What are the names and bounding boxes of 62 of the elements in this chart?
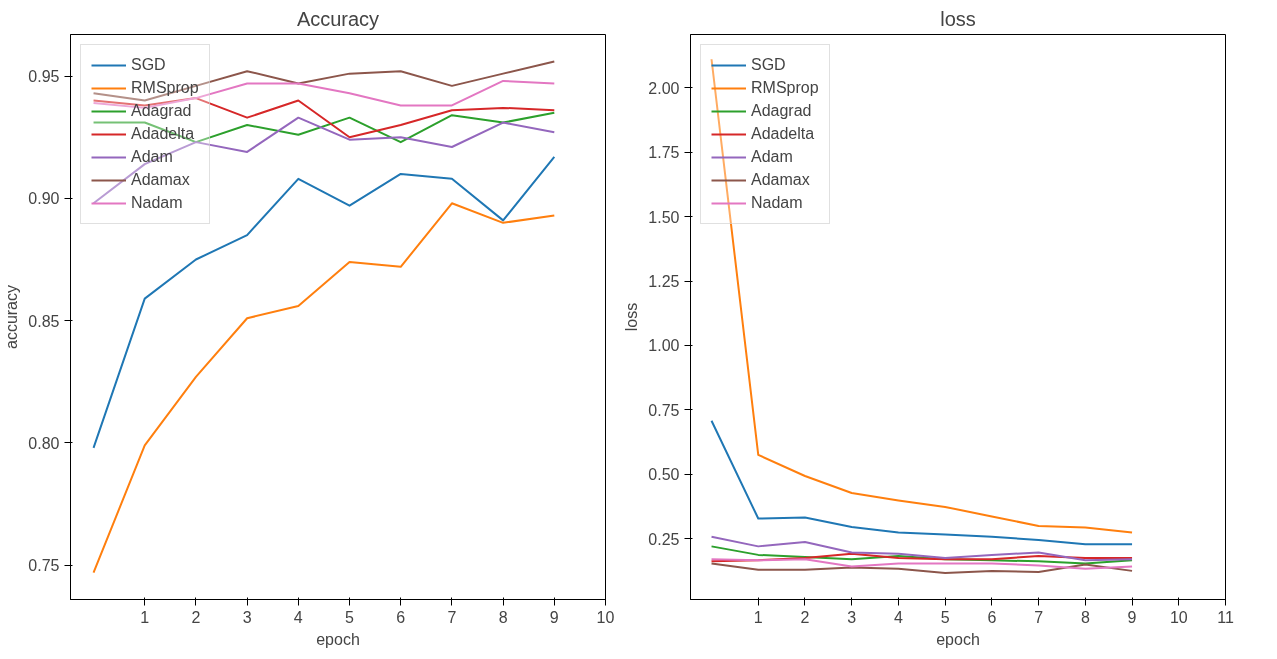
y-axis-title: accuracy	[3, 284, 21, 350]
line-series	[92, 60, 556, 102]
x-tick-label: 7	[1034, 608, 1044, 626]
legend-label: SGD	[751, 56, 786, 74]
y-tick-label: 0.80	[28, 434, 60, 452]
line-series	[710, 58, 1134, 534]
line-series	[710, 562, 1134, 574]
y-tick-label: 1.75	[648, 144, 680, 162]
x-tick-label: 5	[345, 608, 355, 626]
x-tick-label: 5	[940, 608, 950, 626]
legend-label: RMSprop	[131, 79, 199, 97]
chart-title: loss	[940, 7, 976, 30]
x-tick-label: 7	[447, 608, 457, 626]
x-tick-label: 10	[596, 608, 615, 626]
y-tick-label: 1.25	[648, 273, 680, 291]
legend-label: Adadelta	[751, 125, 815, 143]
x-tick-label: 10	[1169, 608, 1188, 626]
x-tick-label: 8	[1080, 608, 1090, 626]
x-tick-label: 1	[753, 608, 763, 626]
y-tick-label: 0.90	[28, 190, 60, 208]
x-tick-label: 3	[242, 608, 252, 626]
line-series	[710, 535, 1134, 562]
y-tick-label: 1.50	[648, 208, 680, 226]
legend-label: SGD	[131, 56, 166, 74]
legend-label: Adam	[751, 148, 793, 166]
x-tick-label: 8	[498, 608, 508, 626]
x-tick-label: 1	[140, 608, 150, 626]
legend-label: Adam	[131, 148, 173, 166]
legend-label: Nadam	[131, 194, 183, 212]
y-tick-label: 0.75	[648, 401, 680, 419]
y-tick-label: 0.95	[28, 68, 60, 86]
legend-label: RMSprop	[751, 79, 819, 97]
line-series	[710, 545, 1134, 565]
y-tick-label: 0.25	[648, 530, 680, 548]
x-tick-label: 6	[987, 608, 997, 626]
x-axis-title: epoch	[316, 630, 360, 648]
y-tick-label: 2.00	[648, 79, 680, 97]
legend-label: Adagrad	[131, 102, 192, 120]
chart-title: Accuracy	[296, 7, 380, 30]
x-axis-title: epoch	[936, 630, 980, 648]
y-tick-label: 1.00	[648, 337, 680, 355]
line-series	[92, 97, 556, 139]
legend-label: Adamax	[131, 171, 190, 189]
x-tick-label: 4	[293, 608, 303, 626]
line-series	[710, 558, 1134, 570]
x-tick-label: 9	[549, 608, 559, 626]
y-tick-label: 0.75	[28, 557, 60, 575]
x-tick-label: 4	[893, 608, 903, 626]
y-tick-label: 0.50	[648, 466, 680, 484]
x-tick-label: 3	[847, 608, 857, 626]
legend-label: Adamax	[751, 171, 810, 189]
x-tick-label: 11	[1217, 608, 1234, 626]
legend-label: Adagrad	[751, 102, 812, 120]
y-tick-label: 0.85	[28, 312, 60, 330]
x-tick-label: 9	[1127, 608, 1137, 626]
x-tick-label: 2	[800, 608, 810, 626]
line-series	[710, 419, 1134, 546]
y-axis-title: loss	[623, 302, 641, 332]
x-tick-label: 6	[396, 608, 406, 626]
line-series	[710, 552, 1134, 563]
x-tick-label: 2	[191, 608, 201, 626]
legend-label: Nadam	[751, 194, 803, 212]
